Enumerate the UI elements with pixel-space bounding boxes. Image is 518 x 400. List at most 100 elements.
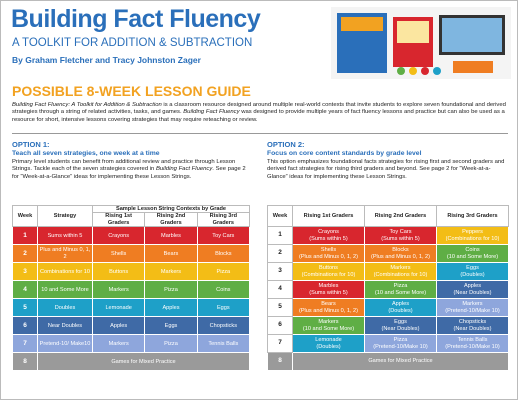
header-row: Week Rising 1st Graders Rising 2nd Graders… <box>267 205 509 227</box>
cell: Markers (Pretend-10/Make 10) <box>436 298 509 317</box>
cell: Eggs (Near Doubles) <box>364 316 437 335</box>
context-cell: Crayons <box>91 226 146 246</box>
table: Week Strategy Sample Lesson String Context… <box>12 204 251 372</box>
week-cell: 8 <box>267 352 293 371</box>
cell: Apples (Near Doubles) <box>436 280 509 299</box>
cell-text: Tennis Balls <box>457 337 488 344</box>
context-cell: Shells <box>91 244 146 264</box>
strategy-cell: Doubles <box>37 298 93 318</box>
row: 2 Shells (Plus and Minus 0, 1, 2) Blocks (Pl… <box>267 244 509 263</box>
cell-text: Markers <box>390 265 411 272</box>
week-cell: 4 <box>267 280 293 299</box>
cell-text: Apples <box>391 301 410 308</box>
cell: Lemonade (Doubles) <box>292 334 365 353</box>
week-cell: 6 <box>12 316 38 336</box>
cell-note: (Near Doubles) <box>453 325 492 332</box>
cell-note: (Doubles) <box>460 271 485 278</box>
cell-note: (Pretend-10/Make 10) <box>373 343 428 350</box>
row: 5 Doubles Lemonade Apples Eggs <box>12 298 251 318</box>
header-cell: Strategy <box>37 204 93 228</box>
context-cell: Tennis Balls <box>196 334 251 354</box>
context-cell: Markers <box>144 262 198 282</box>
cell-note: (Near Doubles) <box>453 289 492 296</box>
cell-note: (Sums within 5) <box>309 235 348 242</box>
week-cell: 3 <box>12 262 38 282</box>
context-cell: Blocks <box>196 244 251 264</box>
cell-note: (10 and Some More) <box>302 325 355 332</box>
text-run: Building Fact Fluency <box>155 166 213 173</box>
cell-note: (Plus and Minus 0, 1, 2) <box>298 307 359 314</box>
week-cell: 6 <box>267 316 293 335</box>
cell-text: Pizza <box>393 283 408 290</box>
week-cell: 3 <box>267 262 293 281</box>
cell: Buttons (Combinations for 10) <box>292 262 365 281</box>
cell: Pizza (Pretend-10/Make 10) <box>364 334 437 353</box>
week-cell: 8 <box>12 352 38 372</box>
context-cell: Lemonade <box>91 298 146 318</box>
row: 3 Buttons (Combinations for 10) Markers (Com… <box>267 262 509 281</box>
cell-note: (Doubles) <box>316 343 341 350</box>
cell-note: (Doubles) <box>388 307 413 314</box>
row: 7 Pretend-10/ Make10 Markers Pizza Tennis Ba… <box>12 334 251 354</box>
header-row: Week Strategy Sample Lesson String Context… <box>12 204 250 228</box>
cell-note: (Pretend-10/Make 10) <box>445 343 500 350</box>
cell-note: (Plus and Minus 0, 1, 2) <box>298 253 359 260</box>
header-cell: Rising 3rd Graders <box>196 212 251 228</box>
text-run: Building Fact Fluency: A Toolkit for Add… <box>12 102 162 108</box>
authors: By Graham Fletcher and Tracy Johnston Za… <box>12 55 201 65</box>
cell-text: Coins <box>465 247 480 254</box>
intro: Building Fact Fluency: A Toolkit for Add… <box>12 102 508 124</box>
header-cell: Week <box>12 204 38 228</box>
cell-text: Eggs <box>466 265 479 272</box>
row: 1 Sums within 5 Crayons Marbles Toy Cars <box>12 226 251 246</box>
divider <box>12 133 508 134</box>
cell-text: Peppers <box>462 229 483 236</box>
text-run: . See page 2 for “Week-at-a-Glance” idea… <box>12 166 246 180</box>
context-cell: Eggs <box>196 298 251 318</box>
strategy-cell: Pretend-10/ Make10 <box>37 334 93 354</box>
option-label: OPTION 2: <box>267 140 305 149</box>
option-text: This option emphasizes foundational fact… <box>267 159 505 181</box>
option-text: Primary level students can benefit from … <box>12 159 250 181</box>
context-cell: Bears <box>144 244 198 264</box>
row: 6 Near Doubles Apples Eggs Chopsticks <box>12 316 251 336</box>
text-run: Primary level students can benefit from … <box>12 159 236 173</box>
row: 3 Combinations for 10 Buttons Markers Pizza <box>12 262 251 282</box>
header-cell: Sample Lesson String Contexts by Grade <box>92 204 250 214</box>
cell-note: (Sums within 5) <box>381 235 420 242</box>
cell: Tennis Balls (Pretend-10/Make 10) <box>436 334 509 353</box>
text-run: is a classroom resource designed around … <box>12 102 506 116</box>
cell: Bears (Plus and Minus 0, 1, 2) <box>292 298 365 317</box>
cell-text: Chopsticks <box>458 319 487 326</box>
context-cell: Toy Cars <box>196 226 251 246</box>
context-cell: Markers <box>91 334 146 354</box>
cell-note: (10 and Some More) <box>446 253 499 260</box>
cell: Toy Cars (Sums within 5) <box>364 226 437 245</box>
week-cell: 4 <box>12 280 38 300</box>
row: 6 Markers (10 and Some More) Eggs (Near Doub… <box>267 316 509 335</box>
strategy-cell: Combinations for 10 <box>37 262 93 282</box>
header-cell: Rising 3rd Graders <box>436 205 509 227</box>
cell-text: Shells <box>320 247 337 254</box>
row: 7 Lemonade (Doubles) Pizza (Pretend-10/Make … <box>267 334 509 353</box>
week-cell: 7 <box>267 334 293 353</box>
header-cell: Rising 2nd Graders <box>144 212 198 228</box>
context-cell: Pizza <box>144 280 198 300</box>
header-cell: Rising 1st Graders <box>292 205 365 227</box>
table: Week Rising 1st Graders Rising 2nd Graders… <box>267 205 509 371</box>
cell-text: Buttons <box>319 265 338 272</box>
cell-text: Blocks <box>392 247 409 254</box>
subtitle: A TOOLKIT FOR ADDITION & SUBTRACTION <box>12 37 253 49</box>
span-cell: Games for Mixed Practice <box>37 352 250 372</box>
cell-note: (Sums within 5) <box>309 289 348 296</box>
option-title: Teach all seven strategies, one week at … <box>12 150 160 157</box>
cell-note: (Combinations for 10) <box>301 271 356 278</box>
cell-note: (Pretend-10/Make 10) <box>445 307 500 314</box>
cell-note: (10 and Some More) <box>374 289 427 296</box>
cell: Marbles (Sums within 5) <box>292 280 365 299</box>
cell-note: (Near Doubles) <box>381 325 420 332</box>
row: 8 Games for Mixed Practice <box>267 352 509 371</box>
header-cell: Rising 2nd Graders <box>364 205 437 227</box>
strategy-cell: Near Doubles <box>37 316 93 336</box>
